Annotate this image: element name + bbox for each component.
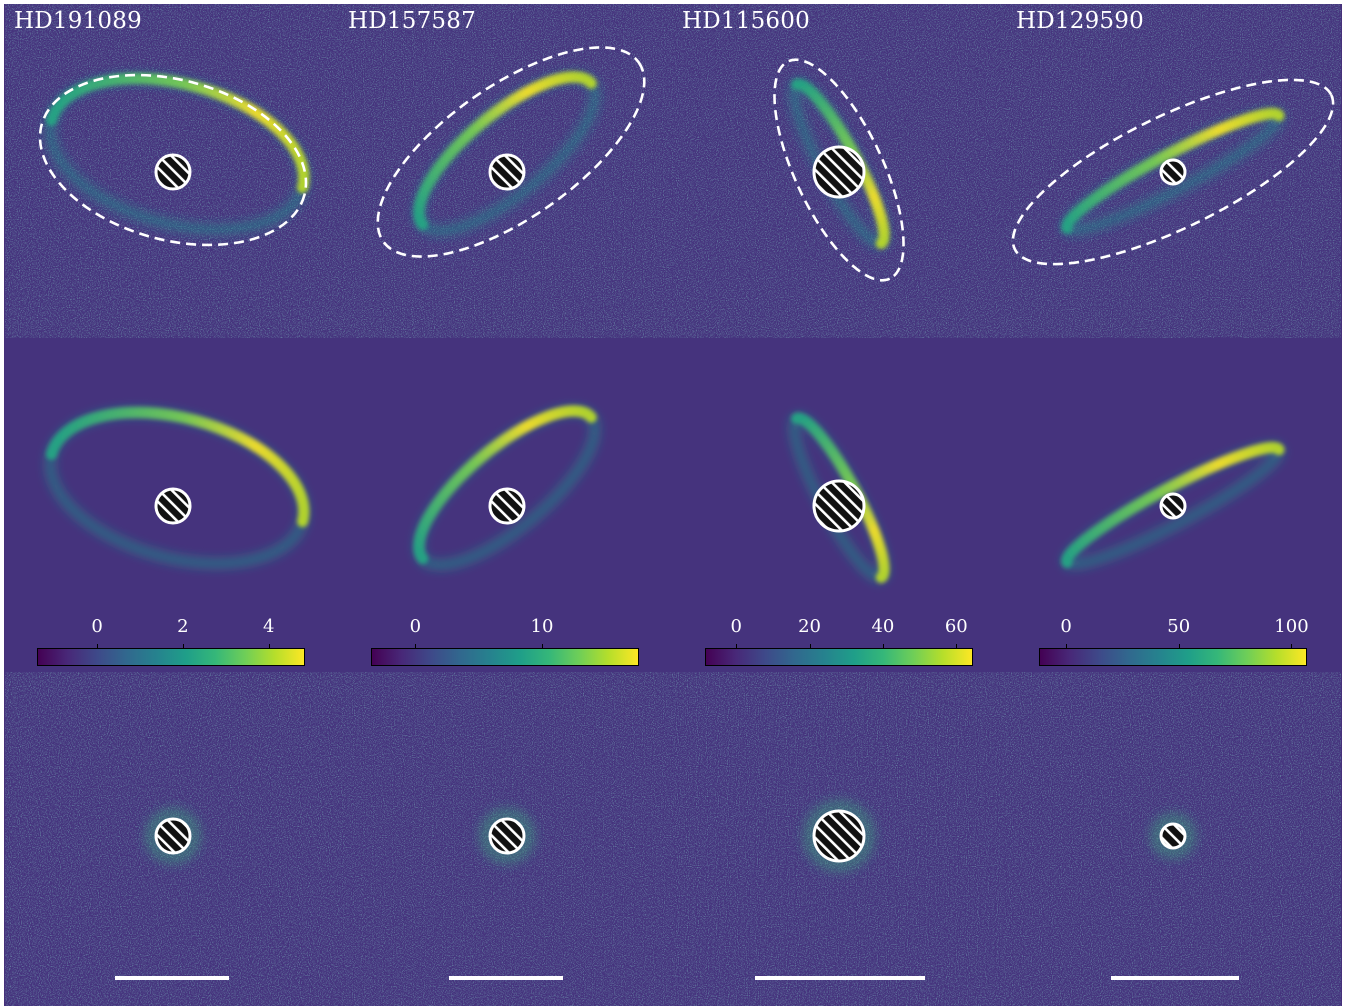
image-canvas <box>673 338 1007 672</box>
scale-bar <box>115 976 229 980</box>
colorbar-tick-label: 0 <box>409 616 422 637</box>
image-canvas <box>5 4 339 338</box>
image-canvas <box>5 338 339 672</box>
star-mask-icon <box>488 487 526 525</box>
star-mask-icon <box>154 487 192 525</box>
star-mask-icon <box>488 817 526 855</box>
scale-bar <box>449 976 563 980</box>
colorbar-tick-label: 100 <box>1274 616 1309 637</box>
ring-outline-ellipse <box>376 46 646 258</box>
star-mask-icon <box>812 145 866 199</box>
colorbar-gradient <box>1039 648 1307 666</box>
image-canvas <box>1007 338 1341 672</box>
star-mask-icon <box>812 809 866 863</box>
colorbar-tick <box>1291 644 1293 649</box>
panel-residual-HD157587 <box>339 672 673 1006</box>
colorbar-tick <box>1178 644 1180 649</box>
colorbar-tick-label: 20 <box>798 616 822 637</box>
star-mask-icon <box>812 479 866 533</box>
panel-residual-HD129590 <box>1007 672 1341 1006</box>
panel-model-HD115600: 0 20 40 60 <box>673 338 1007 672</box>
image-canvas <box>339 338 673 672</box>
image-canvas <box>339 4 673 338</box>
colorbar: 0 20 40 60 <box>705 608 975 670</box>
colorbar-tick-label: 10 <box>530 616 554 637</box>
scale-bar <box>1111 976 1239 980</box>
image-canvas <box>339 672 673 1006</box>
ring-outline-ellipse <box>773 58 905 282</box>
image-canvas <box>673 672 1007 1006</box>
image-canvas <box>1007 672 1341 1006</box>
star-mask-icon <box>488 153 526 191</box>
colorbar: 0 10 <box>371 608 641 670</box>
colorbar-tick-label: 40 <box>871 616 895 637</box>
colorbar-tick <box>736 644 738 649</box>
scale-bar <box>755 976 925 980</box>
panel-observed-HD115600: HD115600 <box>673 4 1007 338</box>
colorbar-tick <box>97 644 99 649</box>
panel-residual-HD191089 <box>5 672 339 1006</box>
colorbar-tick <box>268 644 270 649</box>
colorbar: 0 50 100 <box>1039 608 1309 670</box>
panel-observed-HD129590: HD129590 <box>1007 4 1341 338</box>
star-mask-icon <box>154 817 192 855</box>
star-mask-icon <box>1159 822 1187 850</box>
colorbar-tick-label: 60 <box>944 616 968 637</box>
colorbar-tick-label: 0 <box>91 616 103 637</box>
colorbar: 0 2 4 <box>37 608 307 670</box>
panel-model-HD191089: 0 2 4 <box>5 338 339 672</box>
image-canvas <box>1007 4 1341 338</box>
colorbar-gradient <box>37 648 305 666</box>
image-canvas <box>673 4 1007 338</box>
colorbar-tick-label: 50 <box>1167 616 1191 637</box>
star-mask-icon <box>154 153 192 191</box>
colorbar-gradient <box>705 648 973 666</box>
ring-outline-ellipse <box>38 73 308 247</box>
colorbar-tick <box>415 644 417 649</box>
colorbar-tick <box>1066 644 1068 649</box>
panel-observed-HD191089: HD191089 <box>5 4 339 338</box>
panel-observed-HD157587: HD157587 <box>339 4 673 338</box>
star-mask-icon <box>1159 492 1187 520</box>
panel-residual-HD115600 <box>673 672 1007 1006</box>
colorbar-tick <box>809 644 811 649</box>
image-canvas <box>5 672 339 1006</box>
figure-grid: HD191089 0 2 4 HD157587 0 10 HD115600 0 20 40 60 HD1… <box>4 4 1342 1006</box>
colorbar-tick-label: 0 <box>1060 616 1072 637</box>
colorbar-tick <box>882 644 884 649</box>
panel-model-HD129590: 0 50 100 <box>1007 338 1341 672</box>
colorbar-tick <box>182 644 184 649</box>
colorbar-gradient <box>371 648 639 666</box>
colorbar-tick-label: 0 <box>730 616 742 637</box>
star-mask-icon <box>1159 158 1187 186</box>
colorbar-tick-label: 4 <box>262 616 275 637</box>
colorbar-tick <box>542 644 543 649</box>
ring-outline-ellipse <box>1011 78 1335 266</box>
colorbar-tick-label: 2 <box>177 616 189 637</box>
colorbar-tick <box>956 644 958 649</box>
panel-model-HD157587: 0 10 <box>339 338 673 672</box>
